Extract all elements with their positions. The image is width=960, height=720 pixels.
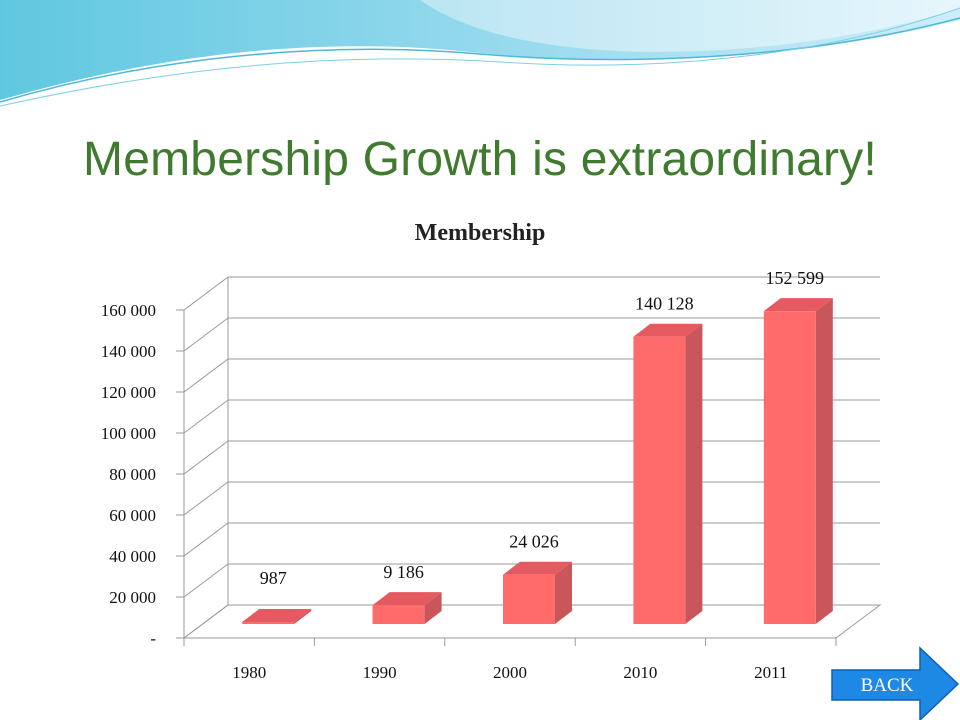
data-label: 152 599 bbox=[766, 268, 825, 288]
x-tick-label: 2010 bbox=[623, 663, 657, 682]
data-label: 9 186 bbox=[383, 562, 424, 582]
side-wall-gridline bbox=[183, 276, 229, 311]
y-tick-label: 40 000 bbox=[109, 547, 156, 566]
side-wall-gridline bbox=[183, 358, 229, 393]
data-labels: 987 9 186 24 026 140 128 152 599 bbox=[260, 268, 824, 588]
bar-top bbox=[503, 561, 572, 575]
data-label: 987 bbox=[260, 568, 287, 588]
x-axis: 1980 1990 2000 2010 2011 bbox=[183, 637, 837, 682]
bar-front bbox=[372, 605, 425, 624]
chart-title: Membership bbox=[415, 220, 546, 246]
x-tick-label: 2011 bbox=[754, 663, 787, 682]
side-wall-gridline bbox=[183, 399, 229, 434]
y-tick-label: 160 000 bbox=[101, 301, 156, 320]
data-label: 140 128 bbox=[635, 294, 694, 314]
bar-front bbox=[763, 311, 816, 624]
slide-title: Membership Growth is extraordinary! bbox=[83, 133, 877, 186]
y-tick-label: 120 000 bbox=[101, 383, 156, 402]
bar-top bbox=[242, 608, 312, 622]
bar-top bbox=[633, 323, 703, 337]
bar-side bbox=[815, 298, 833, 624]
y-tick-label: 20 000 bbox=[109, 588, 156, 607]
bar-side bbox=[294, 608, 312, 624]
bar-top bbox=[763, 298, 833, 312]
x-tick-label: 2000 bbox=[493, 663, 527, 682]
y-tick-label: 100 000 bbox=[101, 424, 156, 443]
side-wall-gridline bbox=[183, 563, 229, 598]
bar bbox=[633, 323, 703, 624]
back-button-label: BACK bbox=[861, 675, 914, 696]
x-tick-label: 1990 bbox=[363, 663, 397, 682]
bar bbox=[503, 561, 572, 624]
bar-side bbox=[685, 323, 703, 624]
x-tick-label: 1980 bbox=[232, 663, 266, 682]
y-tick-label: 60 000 bbox=[109, 506, 156, 525]
y-tick-label: 140 000 bbox=[101, 342, 156, 361]
bar-side bbox=[424, 592, 442, 624]
y-tick-label: 80 000 bbox=[109, 465, 156, 484]
bar-side bbox=[555, 561, 572, 624]
side-wall-gridline bbox=[183, 522, 229, 557]
bar bbox=[763, 298, 833, 624]
back-button[interactable]: BACK bbox=[831, 646, 960, 720]
bar bbox=[242, 608, 312, 624]
bar-series bbox=[242, 298, 833, 624]
side-wall-gridline bbox=[183, 440, 229, 475]
bar-front bbox=[503, 574, 555, 624]
bar bbox=[372, 592, 442, 624]
bar-front bbox=[633, 336, 686, 624]
y-axis-tick-labels: - 20 000 40 000 60 000 80 000 100 000 120 000 1… bbox=[101, 301, 157, 648]
side-wall-gridline bbox=[183, 317, 229, 352]
bar-front bbox=[242, 621, 295, 624]
bar-top bbox=[372, 592, 442, 606]
data-label: 24 026 bbox=[509, 532, 559, 552]
back-arrow-shape bbox=[831, 646, 960, 720]
decorative-wave-header bbox=[0, 0, 960, 107]
y-tick-label: - bbox=[150, 629, 156, 648]
side-wall-gridline bbox=[183, 481, 229, 516]
